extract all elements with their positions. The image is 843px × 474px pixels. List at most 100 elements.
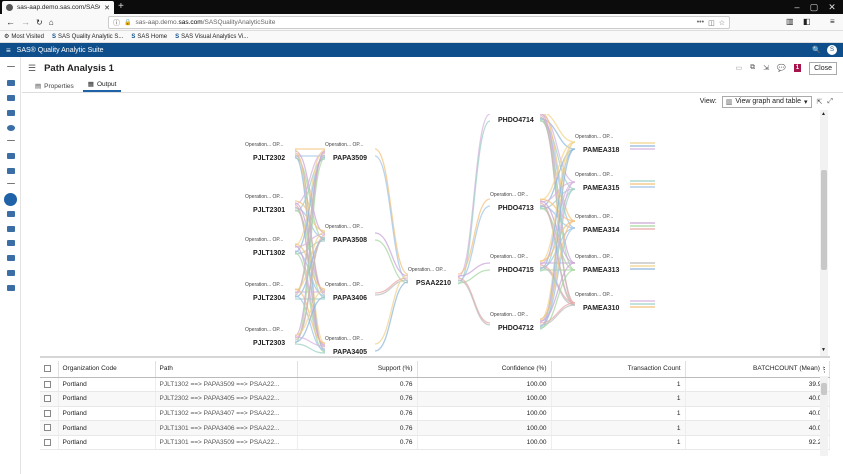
select-all-checkbox[interactable] bbox=[44, 365, 51, 373]
maximize-icon[interactable]: ⤢ bbox=[827, 97, 833, 105]
info-icon[interactable]: ⓘ bbox=[113, 19, 120, 27]
export-icon[interactable]: ⇲ bbox=[763, 65, 770, 72]
graph-node[interactable]: Operation... OP... PAMEA318 bbox=[575, 134, 620, 154]
row-checkbox[interactable] bbox=[44, 439, 51, 447]
graph-node[interactable]: Operation... OP... PJLT2302 bbox=[245, 142, 285, 162]
user-avatar[interactable]: S bbox=[827, 45, 837, 55]
rail-tree-icon[interactable] bbox=[7, 226, 15, 232]
graph-node[interactable]: Operation... OP... PAMEA315 bbox=[575, 172, 620, 192]
close-window-icon[interactable]: ✕ bbox=[828, 2, 836, 12]
graph-node[interactable]: Operation... OP... PAPA3508 bbox=[325, 224, 367, 244]
minimize-window-icon[interactable]: – bbox=[794, 2, 800, 12]
graph-node[interactable]: Operation... OP... PAMEA314 bbox=[575, 214, 620, 234]
graph-node[interactable]: Operation... OP... PAPA3406 bbox=[325, 282, 367, 302]
graph-node[interactable]: Operation... OP... PJLT2303 bbox=[245, 327, 285, 347]
forward-arrow-icon[interactable]: → bbox=[21, 17, 30, 27]
page-header: ☰ Path Analysis 1 ▭ ⧉ ⇲ 💬 1 Close bbox=[22, 57, 843, 79]
search-icon[interactable]: 🔍 bbox=[812, 47, 821, 54]
pane-splitter[interactable] bbox=[40, 356, 830, 358]
tab-output[interactable]: ▦ Output bbox=[82, 79, 122, 92]
back-arrow-icon[interactable]: ← bbox=[6, 17, 15, 27]
rail-flow-icon[interactable] bbox=[7, 95, 15, 101]
graph-node[interactable]: Operation... OP... PAMEA313 bbox=[575, 254, 620, 274]
col-header-path[interactable]: Path bbox=[155, 361, 298, 378]
table-row[interactable]: Portland PJLT2302 ==> PAPA3405 ==> PSAA22… bbox=[40, 391, 830, 407]
rail-clock-icon[interactable] bbox=[7, 125, 15, 131]
graph-node[interactable]: Operation... OP... PJLT2304 bbox=[245, 282, 285, 302]
table-row[interactable]: Portland PJLT1301 ==> PAPA3406 ==> PSAA22… bbox=[40, 420, 830, 436]
bookmark-sas-qas[interactable]: S SAS Quality Analytic S... bbox=[52, 34, 123, 40]
sidebar-toggle-icon[interactable]: ◧ bbox=[803, 17, 811, 26]
tab-properties[interactable]: ▤ Properties bbox=[30, 81, 79, 92]
table-row[interactable]: Portland PJLT1301 ==> PAPA3509 ==> PSAA22… bbox=[40, 435, 830, 451]
url-text[interactable]: sas-aap.demo.sas.com/SASQualityAnalyticS… bbox=[135, 19, 692, 26]
row-checkbox[interactable] bbox=[44, 380, 51, 388]
rail-grid-icon[interactable] bbox=[7, 211, 15, 217]
col-header-transactions[interactable]: Transaction Count bbox=[551, 361, 686, 378]
comment-icon[interactable]: 💬 bbox=[777, 65, 786, 72]
reload-icon[interactable]: ↻ bbox=[36, 17, 43, 27]
url-bar[interactable]: ⓘ 🔒 sas-aap.demo.sas.com/SASQualityAnaly… bbox=[108, 16, 730, 29]
rail-chart-icon[interactable] bbox=[7, 80, 15, 86]
rail-list-icon[interactable] bbox=[7, 270, 15, 276]
browser-tab[interactable]: sas-aap.demo.sas.com/SASQ... ✕ bbox=[2, 1, 114, 14]
scroll-down-icon[interactable]: ▼ bbox=[821, 347, 826, 353]
table-row[interactable]: Portland PJLT1302 ==> PAPA3407 ==> PSAA22… bbox=[40, 406, 830, 422]
maximize-window-icon[interactable]: ▢ bbox=[809, 2, 819, 12]
col-header-org[interactable]: Organization Code bbox=[58, 361, 156, 378]
col-header-support[interactable]: Support (%) bbox=[297, 361, 418, 378]
col-header-confidence[interactable]: Confidence (%) bbox=[417, 361, 552, 378]
hamburger-menu-icon[interactable]: ≡ bbox=[6, 45, 11, 55]
export-data-icon[interactable]: ⇱ bbox=[816, 98, 823, 106]
col-header-batchcount[interactable]: BATCHCOUNT (Mean) ↑ bbox=[685, 361, 830, 378]
print-icon[interactable]: ▭ bbox=[735, 65, 743, 72]
row-checkbox[interactable] bbox=[44, 424, 51, 432]
library-icon[interactable]: ▥ bbox=[786, 17, 794, 26]
graph-node[interactable]: Operation... OP... PAMEA310 bbox=[575, 292, 620, 312]
graph-node[interactable]: Operation... OP...PHDO4714 bbox=[490, 114, 534, 124]
rail-analysis-icon[interactable] bbox=[4, 193, 17, 206]
page-actions-icon[interactable]: ••• bbox=[696, 19, 705, 26]
rail-search-doc-icon[interactable] bbox=[7, 255, 15, 261]
graph-node[interactable]: Operation... OP... PAPA3405 bbox=[325, 336, 367, 354]
notification-badge[interactable]: 1 bbox=[793, 64, 802, 72]
close-tab-icon[interactable]: ✕ bbox=[104, 4, 110, 12]
graph-node[interactable]: Operation... OP... PAPA3509 bbox=[325, 142, 367, 162]
scroll-up-icon[interactable]: ▲ bbox=[821, 111, 826, 117]
copy-icon[interactable]: ⧉ bbox=[750, 64, 756, 71]
rail-users-icon[interactable] bbox=[7, 285, 15, 291]
graph-node[interactable]: Operation... OP... PSAA2210 bbox=[408, 267, 451, 287]
column-menu-icon[interactable]: ⋮ bbox=[821, 367, 828, 374]
bookmark-most-visited[interactable]: ⚙ Most Visited bbox=[4, 33, 44, 41]
graph-node[interactable]: Operation... OP... PHDO4713 bbox=[490, 192, 534, 212]
table-row[interactable]: Portland PJLT1302 ==> PAPA3509 ==> PSAA22… bbox=[40, 377, 830, 393]
rail-dash3-icon[interactable] bbox=[7, 183, 15, 184]
bookmark-sas-va[interactable]: S SAS Visual Analytics Vi... bbox=[175, 34, 248, 40]
view-select[interactable]: ▥ View graph and table ▾ bbox=[721, 95, 812, 108]
row-checkbox[interactable] bbox=[44, 395, 51, 403]
node-label: PHDO4712 bbox=[498, 325, 534, 332]
graph-node[interactable]: Operation... OP... PJLT2301 bbox=[245, 194, 285, 214]
table-scrollbar[interactable] bbox=[820, 376, 828, 456]
graph-node[interactable]: Operation... OP... PHDO4712 bbox=[490, 312, 534, 332]
path-analysis-graph[interactable]: Operation... OP...PJLT2302 Operation... O… bbox=[40, 114, 820, 354]
bookmark-sas-home[interactable]: S SAS Home bbox=[131, 34, 167, 40]
rail-target-icon[interactable] bbox=[7, 240, 15, 246]
table-scroll-thumb[interactable] bbox=[821, 383, 827, 395]
graph-scroll-thumb[interactable] bbox=[821, 170, 827, 270]
close-button[interactable]: Close bbox=[809, 61, 837, 75]
rail-report-icon[interactable] bbox=[7, 153, 15, 159]
row-checkbox[interactable] bbox=[44, 409, 51, 417]
home-icon[interactable]: ⌂ bbox=[48, 17, 54, 27]
list-icon[interactable]: ☰ bbox=[28, 62, 37, 73]
menu-icon[interactable]: ≡ bbox=[830, 17, 835, 26]
rail-table-icon[interactable] bbox=[7, 110, 15, 116]
rail-dash2-icon[interactable] bbox=[7, 140, 15, 141]
rail-document-icon[interactable] bbox=[7, 168, 15, 174]
graph-node[interactable]: Operation... OP... PHDO4715 bbox=[490, 254, 534, 274]
bookmark-star-icon[interactable]: ☆ bbox=[718, 19, 725, 27]
rail-dash-icon[interactable] bbox=[7, 66, 15, 67]
new-tab-button[interactable]: + bbox=[118, 1, 124, 12]
graph-node[interactable]: Operation... OP... PJLT1302 bbox=[245, 237, 285, 257]
pocket-icon[interactable]: ◫ bbox=[708, 19, 715, 27]
